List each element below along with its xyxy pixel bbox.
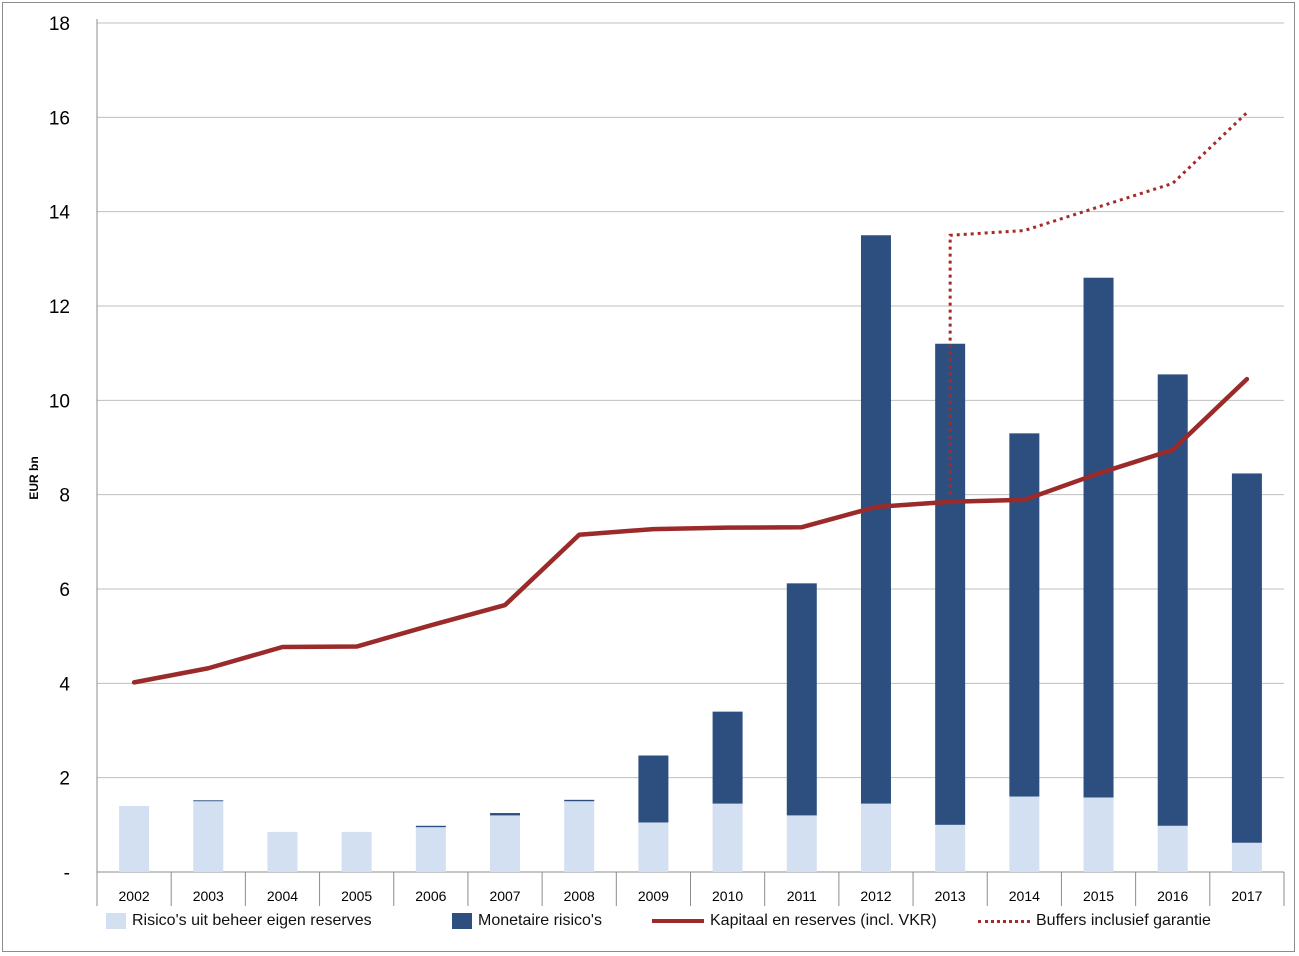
bar-eigen-reserves: [1157, 825, 1188, 872]
legend-item-kapitaal: Kapitaal en reserves (incl. VKR): [652, 906, 937, 936]
bar-eigen-reserves: [935, 824, 966, 872]
bar-eigen-reserves: [490, 815, 521, 872]
bar-eigen-reserves: [119, 805, 150, 872]
y-tick-label: 12: [49, 297, 70, 318]
y-tick-label: 10: [49, 391, 70, 412]
bar-monetaire: [860, 235, 891, 804]
x-tick-label: 2009: [638, 888, 669, 904]
x-tick-label: 2003: [193, 888, 224, 904]
x-tick-label: 2007: [489, 888, 520, 904]
x-tick-label: 2004: [267, 888, 298, 904]
x-axis-ticks: 2002 2003 2004 2005 2006 2007 2008 2009 2010 2011…: [96, 872, 1285, 906]
bar-monetaire: [1231, 473, 1262, 843]
line-kapitaal: [131, 376, 1250, 685]
bar-monetaire: [786, 583, 817, 816]
bar-monetaire: [1009, 433, 1040, 797]
x-tick-label: 2002: [119, 888, 150, 904]
bar-eigen-reserves: [712, 803, 743, 872]
bar-eigen-reserves: [415, 827, 446, 872]
y-tick-label: 14: [49, 203, 71, 224]
x-tick-label: 2013: [935, 888, 966, 904]
bar-eigen-reserves: [193, 801, 224, 872]
y-axis-ticks: - 2 4 6 8 10 12 14 16 18: [49, 14, 71, 884]
bar-monetaire: [638, 755, 669, 823]
legend-label: Buffers inclusief garantie: [1036, 912, 1211, 929]
legend-item-buffers: Buffers inclusief garantie: [978, 906, 1211, 936]
bar-eigen-reserves: [1083, 797, 1114, 872]
legend-swatch-solid-line: [652, 919, 704, 923]
legend-swatch-light-bar: [106, 913, 126, 929]
x-tick-label: 2014: [1009, 888, 1040, 904]
x-tick-label: 2008: [564, 888, 595, 904]
bar-eigen-reserves: [341, 831, 372, 872]
bar-eigen-reserves: [786, 815, 817, 872]
y-tick-label: 2: [59, 769, 70, 790]
bar-monetaire: [415, 825, 446, 828]
bar-eigen-reserves: [1231, 842, 1262, 872]
x-tick-label: 2010: [712, 888, 743, 904]
lines: [131, 111, 1250, 685]
legend-label: Monetaire risico's: [478, 912, 602, 929]
x-tick-label: 2011: [787, 888, 817, 904]
bar-eigen-reserves: [564, 801, 595, 872]
bar-eigen-reserves: [267, 831, 298, 872]
legend-swatch-dotted-line: [978, 919, 1030, 923]
x-tick-label: 2006: [415, 888, 446, 904]
bar-monetaire: [1083, 277, 1114, 798]
y-tick-label: 8: [59, 486, 70, 507]
x-tick-label: 2012: [860, 888, 891, 904]
x-tick-label: 2005: [341, 888, 372, 904]
line-buffers: [948, 111, 1248, 495]
legend-label: Risico's uit beheer eigen reserves: [132, 912, 372, 929]
bars: [119, 235, 1262, 872]
legend: Risico's uit beheer eigen reserves Monet…: [0, 906, 1299, 936]
y-tick-label: 6: [59, 580, 70, 601]
y-tick-label: 16: [49, 108, 70, 129]
bar-eigen-reserves: [638, 822, 669, 872]
bar-monetaire: [712, 711, 743, 804]
bar-monetaire: [193, 800, 224, 802]
bar-eigen-reserves: [860, 803, 891, 872]
bar-monetaire: [564, 799, 595, 802]
legend-item-monetaire: Monetaire risico's: [452, 906, 602, 936]
y-axis-label: EUR bn: [27, 456, 41, 499]
y-tick-label: 4: [59, 674, 70, 695]
y-tick-label: 18: [49, 14, 70, 35]
bar-monetaire: [490, 813, 521, 816]
x-tick-label: 2015: [1083, 888, 1114, 904]
legend-item-eigen-reserves: Risico's uit beheer eigen reserves: [106, 906, 372, 936]
y-tick-label: -: [64, 863, 70, 884]
legend-swatch-dark-bar: [452, 913, 472, 929]
legend-label: Kapitaal en reserves (incl. VKR): [710, 912, 937, 929]
x-tick-label: 2017: [1231, 888, 1262, 904]
bar-eigen-reserves: [1009, 796, 1040, 872]
x-tick-label: 2016: [1157, 888, 1188, 904]
